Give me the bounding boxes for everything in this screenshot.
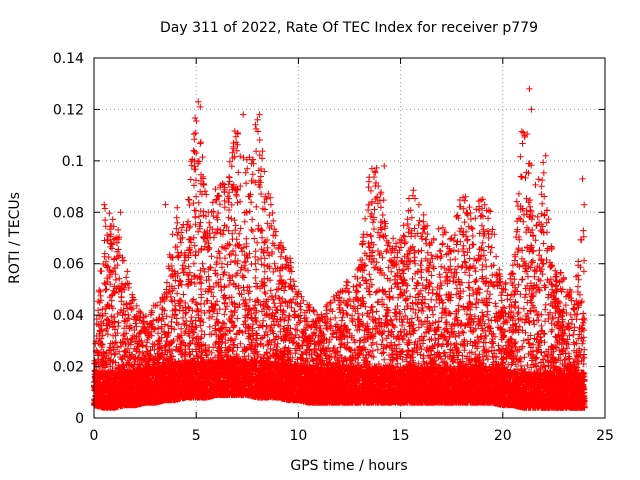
outlier-point	[368, 165, 376, 172]
x-axis-label: GPS time / hours	[290, 458, 407, 474]
x-tick-label: 25	[596, 428, 614, 444]
data-points	[90, 85, 588, 411]
plot-frame	[93, 57, 606, 419]
outlier-point	[381, 162, 388, 170]
y-tick-label: 0.12	[53, 102, 84, 118]
outlier-point	[520, 129, 527, 136]
x-axis-ticks: 0 5 10 15 20 25	[90, 58, 614, 444]
y-axis-ticks: 0 0.02 0.04 0.06 0.08 0.1 0.12 0.14	[53, 51, 605, 427]
x-tick-label: 20	[494, 428, 512, 444]
scatter-points	[90, 114, 588, 411]
outlier-point	[579, 175, 586, 183]
x-tick-label: 5	[192, 428, 201, 444]
x-tick-label: 0	[90, 428, 99, 444]
outlier-point	[101, 201, 108, 208]
outlier-point	[197, 103, 204, 111]
y-tick-label: 0.06	[53, 257, 84, 273]
outlier-point	[117, 209, 124, 216]
y-tick-label: 0.02	[53, 360, 84, 376]
outlier-point	[528, 106, 535, 113]
outlier-point	[526, 85, 533, 93]
y-tick-label: 0.08	[53, 205, 84, 221]
x-tick-label: 10	[289, 428, 307, 444]
outlier-point	[240, 111, 247, 118]
y-axis-label: ROTI / TECUs	[7, 192, 23, 284]
outlier-point	[195, 98, 202, 105]
outlier-point	[256, 111, 263, 118]
outlier-point	[254, 116, 261, 123]
x-tick-label: 15	[392, 428, 410, 444]
outlier-point	[542, 152, 549, 159]
y-tick-label: 0.14	[53, 51, 84, 67]
outlier-point	[162, 201, 169, 208]
y-tick-label: 0.04	[53, 308, 84, 324]
y-tick-label: 0	[75, 411, 84, 427]
outlier-point	[193, 149, 200, 157]
y-tick-label: 0.1	[62, 154, 84, 170]
chart-title: Day 311 of 2022, Rate Of TEC Index for r…	[160, 20, 538, 36]
